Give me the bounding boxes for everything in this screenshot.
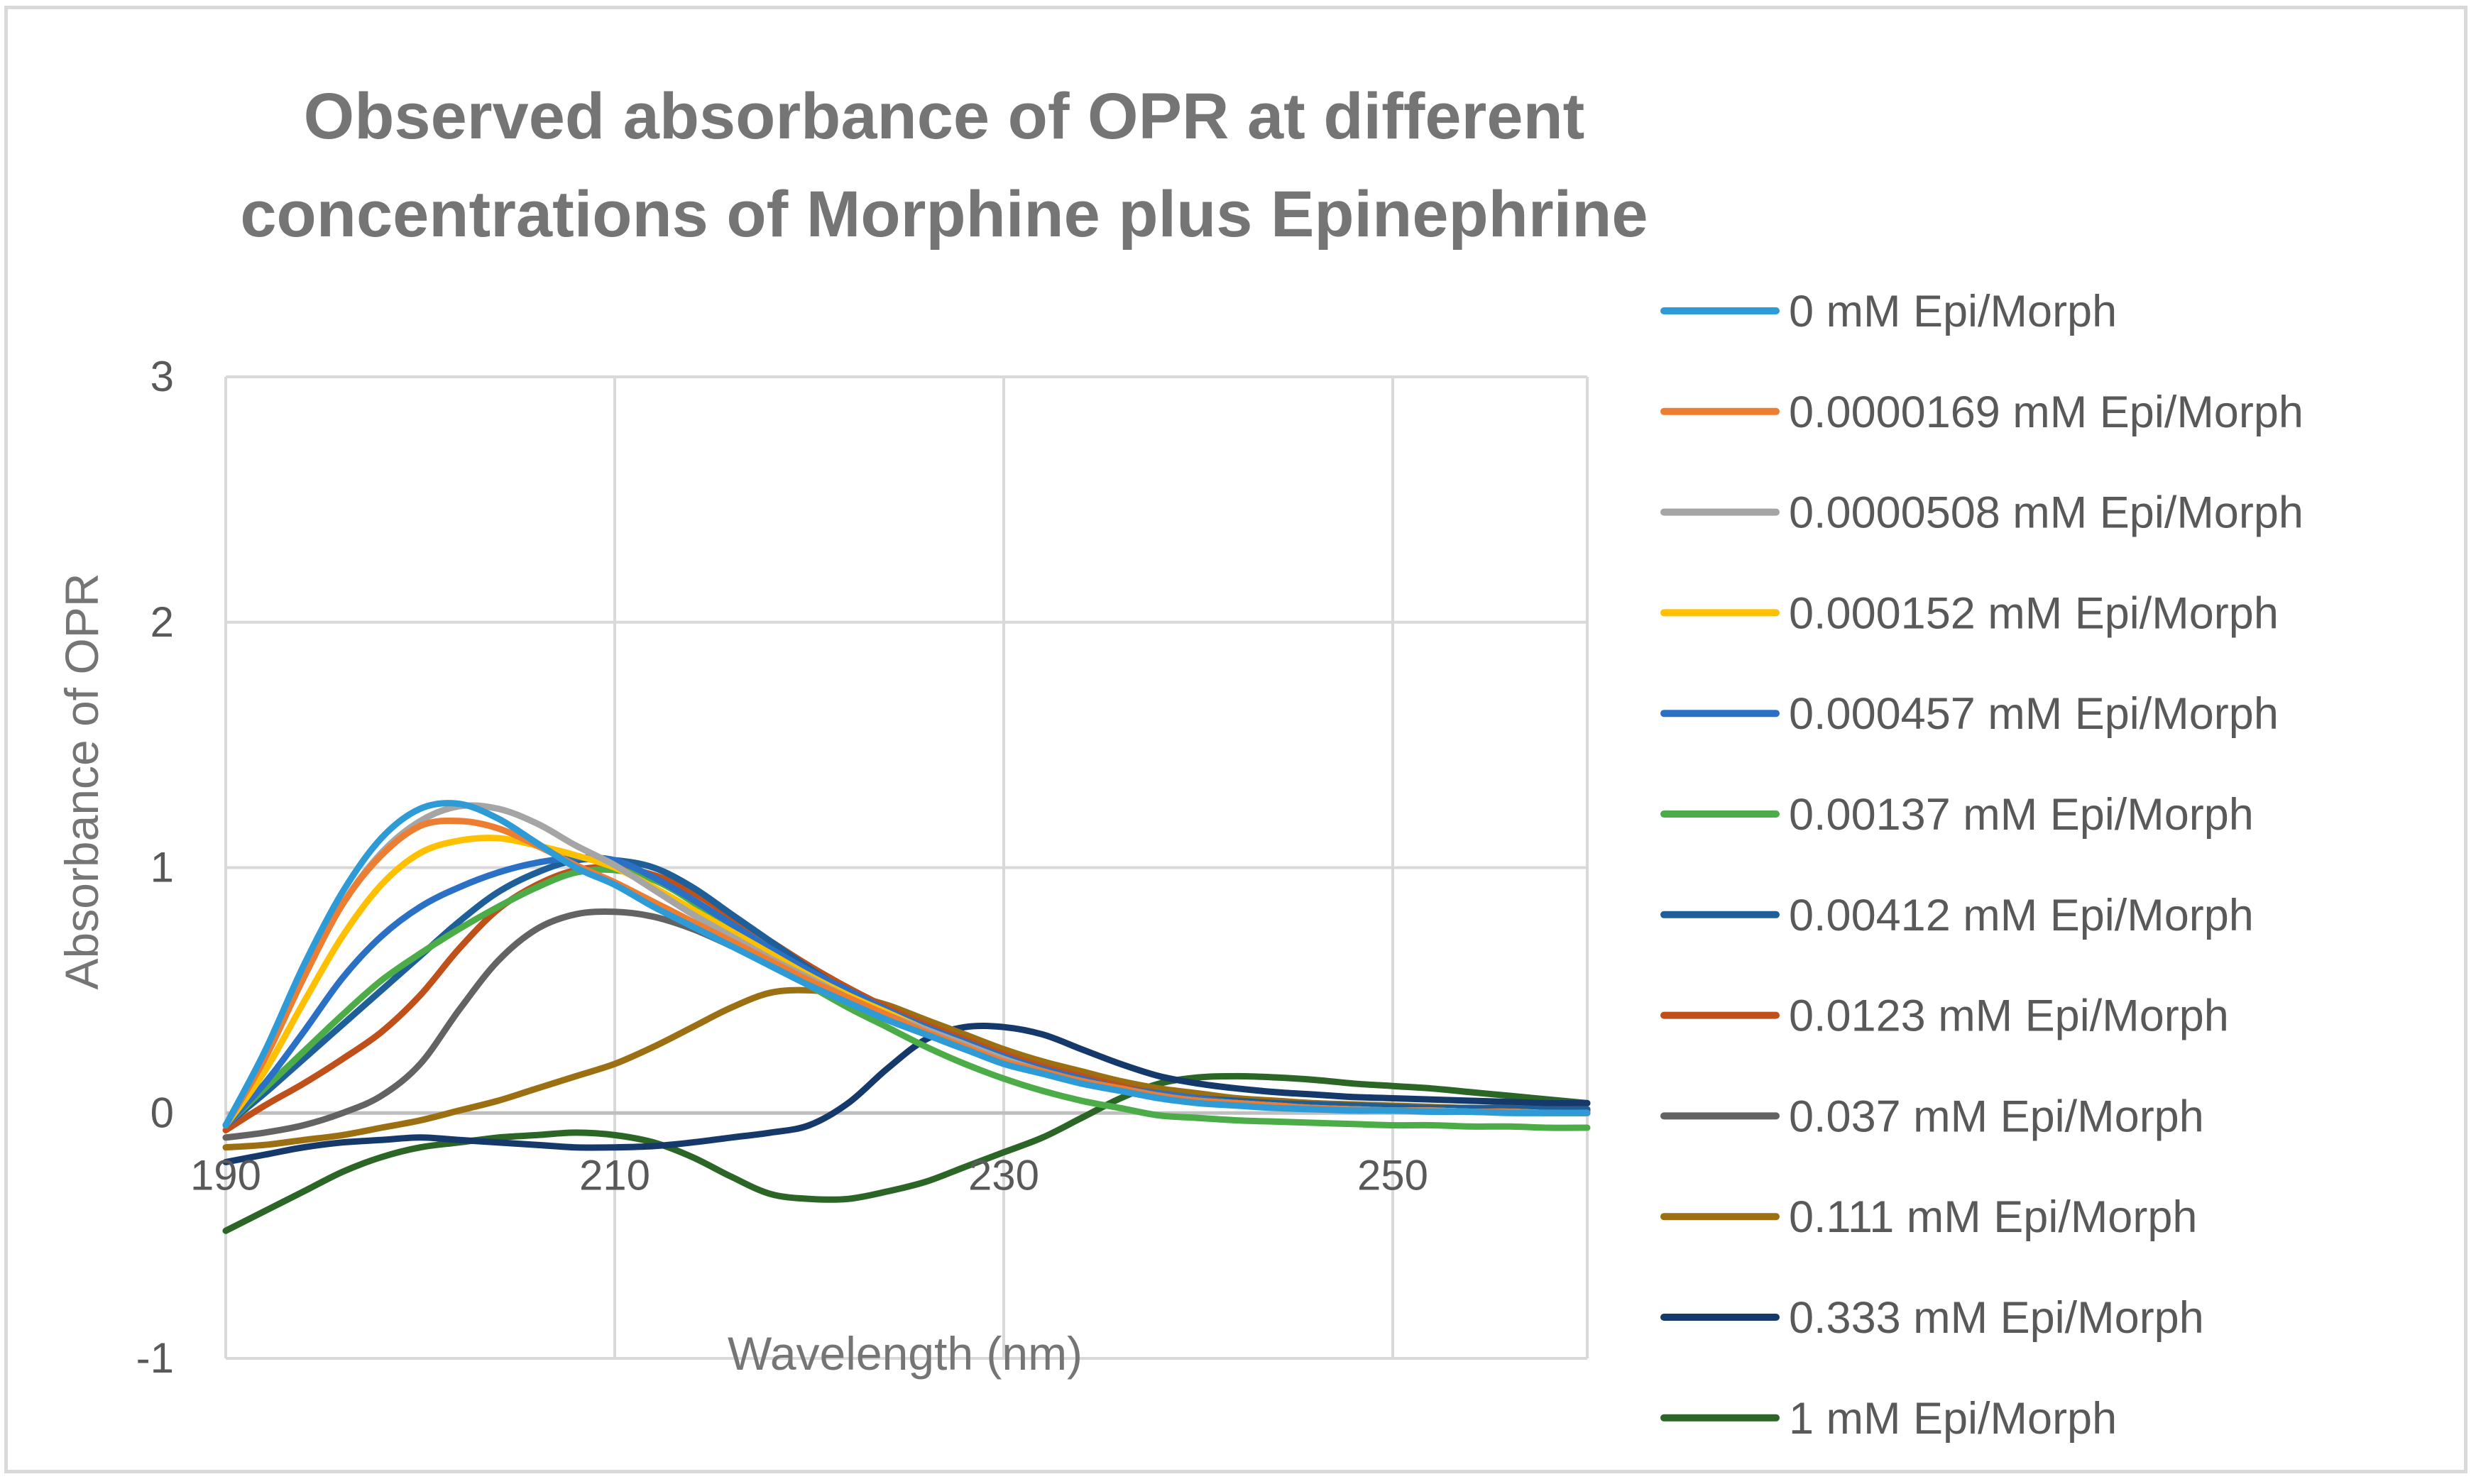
y-tick-label: -1	[136, 1334, 174, 1382]
y-tick-label: 1	[150, 844, 174, 891]
legend-label-8: 0.037 mM Epi/Morph	[1789, 1092, 2204, 1141]
series-lines	[222, 800, 1591, 1234]
x-tick-label: 190	[190, 1151, 261, 1199]
legend-label-5: 0.00137 mM Epi/Morph	[1789, 790, 2254, 840]
x-axis-title: Wavelength (nm)	[728, 1327, 1083, 1380]
series-line-7	[222, 864, 1591, 1133]
series-line-0	[222, 800, 1591, 1128]
x-tick-label: 250	[1357, 1151, 1428, 1199]
chart-title-line-2: concentrations of Morphine plus Epinephr…	[240, 178, 1648, 251]
x-tick-label: 210	[579, 1151, 650, 1199]
chart-title: Observed absorbance of OPR at different …	[240, 80, 1648, 251]
legend-label-7: 0.0123 mM Epi/Morph	[1789, 991, 2229, 1041]
legend: 0 mM Epi/Morph 0.0000169 mM Epi/Morph 0.00…	[1660, 287, 2304, 1444]
legend-label-0: 0 mM Epi/Morph	[1789, 287, 2117, 336]
legend-label-2: 0.0000508 mM Epi/Morph	[1789, 488, 2304, 538]
y-tick-label: 2	[150, 598, 174, 646]
legend-label-10: 0.333 mM Epi/Morph	[1789, 1293, 2204, 1343]
x-tick-label: 230	[968, 1151, 1039, 1199]
y-axis-title: Absorbance of OPR	[55, 573, 108, 990]
chart-title-line-1: Observed absorbance of OPR at different	[304, 80, 1585, 153]
tick-labels: -1 0 1 2 3 190 210 230 250	[136, 353, 1428, 1382]
y-tick-label: 0	[150, 1089, 174, 1136]
gridlines	[224, 375, 1589, 1360]
legend-label-1: 0.0000169 mM Epi/Morph	[1789, 388, 2304, 437]
series-line-2	[222, 802, 1591, 1128]
legend-label-3: 0.000152 mM Epi/Morph	[1789, 588, 2279, 638]
legend-label-6: 0.00412 mM Epi/Morph	[1789, 891, 2254, 940]
legend-label-11: 1 mM Epi/Morph	[1789, 1394, 2117, 1444]
series-line-5	[222, 866, 1591, 1131]
chart-frame	[4, 6, 2467, 1473]
series-line-10	[222, 1023, 1591, 1165]
y-tick-label: 3	[150, 353, 174, 400]
legend-label-4: 0.000457 mM Epi/Morph	[1789, 689, 2279, 739]
legend-label-9: 0.111 mM Epi/Morph	[1789, 1192, 2197, 1242]
